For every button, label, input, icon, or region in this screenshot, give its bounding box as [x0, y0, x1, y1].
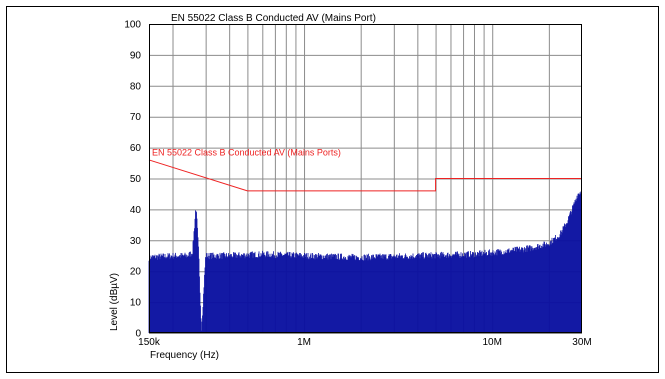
- y-tick-labels: 0 10 20 30 40 50 60 70 80 90 100: [124, 20, 141, 340]
- x-tick-label: 10M: [482, 337, 501, 348]
- y-tick-label: 50: [130, 174, 142, 185]
- y-tick-label: 30: [130, 236, 142, 247]
- y-tick-label: 100: [124, 20, 141, 31]
- y-tick-label: 10: [130, 298, 142, 309]
- x-tick-label: 150k: [138, 337, 161, 348]
- plot-border: [149, 24, 582, 333]
- y-tick-label: 20: [130, 267, 142, 278]
- limit-series: [148, 159, 582, 192]
- x-axis-label: Frequency (Hz): [150, 350, 219, 361]
- x-tick-label: 1M: [297, 337, 311, 348]
- y-tick-label: 90: [130, 50, 142, 61]
- y-tick-label: 40: [130, 205, 142, 216]
- y-tick-label: 80: [130, 81, 142, 92]
- x-tick-label: 30M: [572, 337, 591, 348]
- limit-line: [148, 159, 582, 192]
- chart-frame: 0 10 20 30 40 50 60 70 80 90 100 150k 1M 10M 30M EN 5…: [6, 6, 659, 373]
- y-tick-label: 60: [130, 143, 142, 154]
- y-tick-label: 0: [135, 329, 141, 340]
- chart-svg: 0 10 20 30 40 50 60 70 80 90 100 150k 1M 10M 30M EN 5…: [109, 13, 592, 361]
- y-tick-label: 70: [130, 112, 142, 123]
- y-axis-label: Level (dBµV): [109, 273, 120, 331]
- chart-title: EN 55022 Class B Conducted AV (Mains Por…: [171, 13, 376, 24]
- x-tick-labels: 150k 1M 10M 30M: [138, 337, 592, 348]
- limit-series-label: EN 55022 Class B Conducted AV (Mains Por…: [152, 147, 341, 157]
- emission-series: [148, 191, 582, 333]
